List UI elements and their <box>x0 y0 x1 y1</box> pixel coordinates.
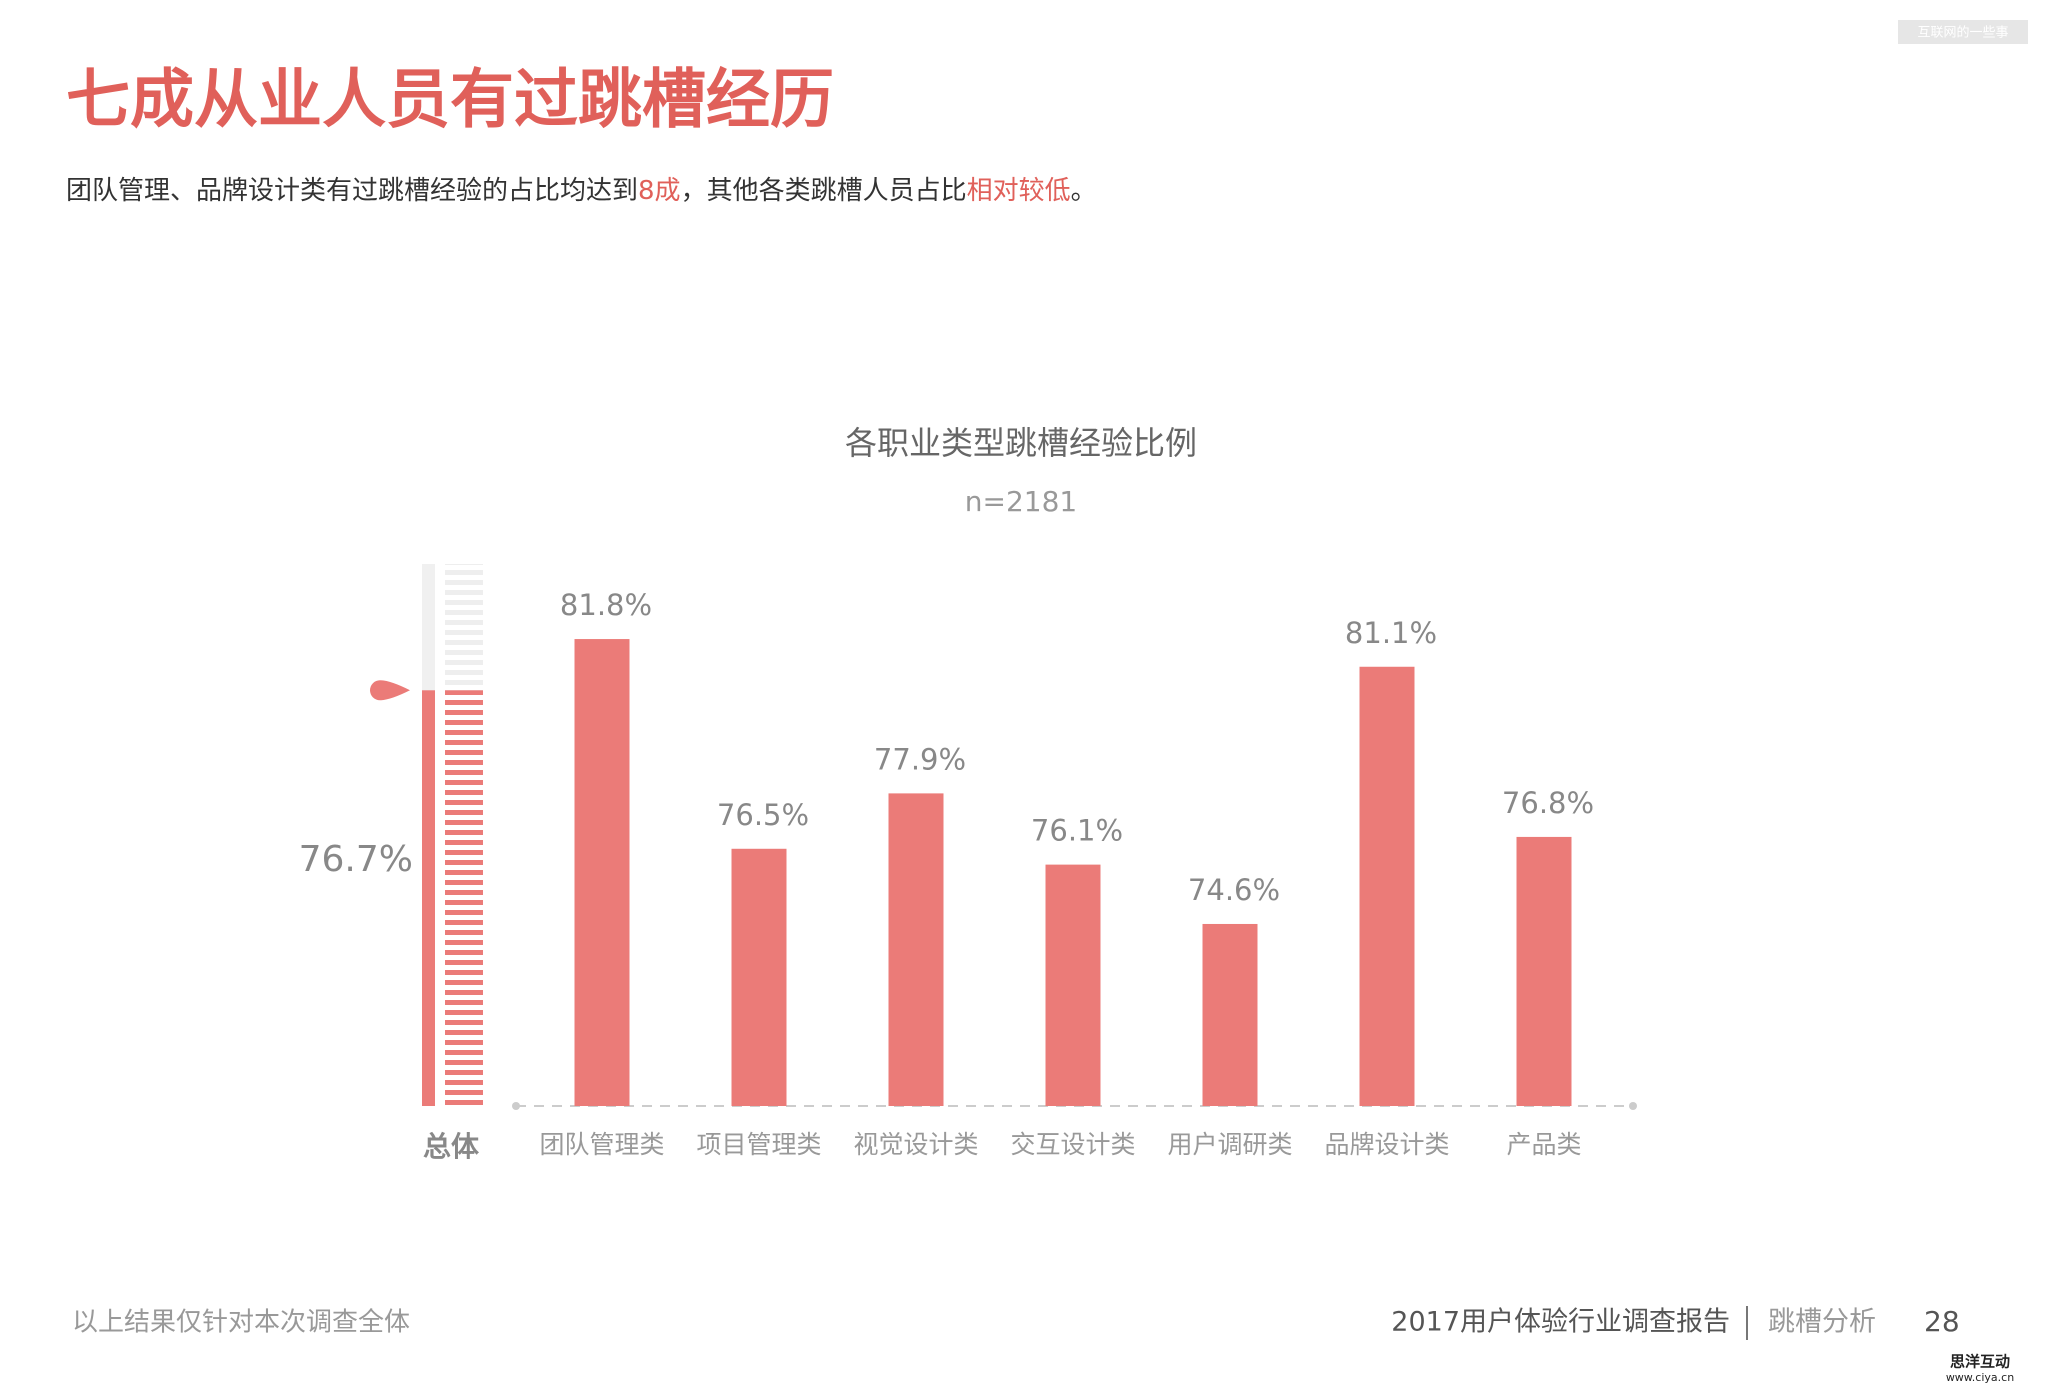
bar <box>1045 864 1101 1106</box>
axis-end <box>1629 1102 1637 1110</box>
value-label: 76.1% <box>1031 814 1123 848</box>
bar <box>574 639 630 1106</box>
gauge-fill <box>422 690 435 1106</box>
x-tick-label: 交互设计类 <box>1010 1130 1135 1159</box>
bar <box>731 848 787 1106</box>
axis-end <box>512 1102 520 1110</box>
footer-note: 以上结果仅针对本次调查全体 <box>72 1308 410 1338</box>
bar <box>1516 836 1572 1106</box>
value-label: 81.1% <box>1345 616 1437 650</box>
value-label: 74.6% <box>1188 873 1280 907</box>
page-subtitle: 团队管理、品牌设计类有过跳槽经验的占比均达到8成，其他各类跳槽人员占比相对较低。 <box>66 176 1097 206</box>
subtitle-part: 8成 <box>638 176 681 206</box>
x-tick-label: 团队管理类 <box>539 1130 664 1159</box>
value-label: 81.8% <box>560 588 652 622</box>
x-tick-label: 项目管理类 <box>696 1130 821 1159</box>
value-label: 76.8% <box>1502 786 1594 820</box>
bar <box>1202 923 1258 1106</box>
bar <box>888 793 944 1106</box>
subtitle-part: 团队管理、品牌设计类有过跳槽经验的占比均达到 <box>66 176 638 206</box>
watermark-box <box>1898 20 2028 44</box>
footer-report: 2017用户体验行业调查报告 <box>1391 1307 1730 1338</box>
footer-section: 跳槽分析 <box>1768 1307 1876 1338</box>
page-title: 七成从业人员有过跳槽经历 <box>66 64 834 138</box>
x-tick-label: 视觉设计类 <box>853 1130 978 1159</box>
watermark: 互联网的一些事 <box>1917 25 2008 41</box>
gauge-label: 总体 <box>423 1130 480 1163</box>
gauge-value-label: 76.7% <box>299 839 413 880</box>
logo: 思洋互动 <box>1950 1353 2010 1371</box>
gauge-marker <box>370 680 410 701</box>
value-label: 76.5% <box>717 798 809 832</box>
x-tick-label: 用户调研类 <box>1167 1130 1292 1159</box>
chart-title: 各职业类型跳槽经验比例 <box>845 424 1197 462</box>
subtitle-part: 相对较低 <box>967 176 1071 206</box>
x-tick-label: 产品类 <box>1506 1130 1581 1159</box>
page-number: 28 <box>1924 1305 1960 1338</box>
bar <box>1359 666 1415 1106</box>
x-tick-label: 品牌设计类 <box>1324 1130 1449 1159</box>
subtitle-part: ，其他各类跳槽人员占比 <box>681 176 967 206</box>
subtitle-part: 。 <box>1071 176 1097 206</box>
value-label: 77.9% <box>874 742 966 776</box>
logo-url: www.ciya.cn <box>1946 1371 2014 1384</box>
gauge-stripes-fill <box>445 690 483 1106</box>
chart-subtitle: n=2181 <box>965 485 1077 518</box>
